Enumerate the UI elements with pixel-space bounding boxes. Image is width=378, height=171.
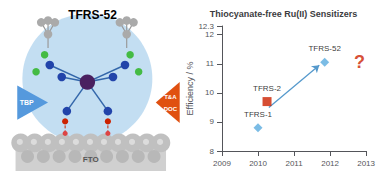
svg-text:TFRS-52: TFRS-52 <box>68 8 117 22</box>
svg-text:Thiocyanate-free Ru(II) Sensit: Thiocyanate-free Ru(II) Sensitizers <box>210 9 358 19</box>
svg-text:12: 12 <box>205 30 214 39</box>
svg-text:10: 10 <box>205 88 214 97</box>
svg-text:9: 9 <box>210 117 215 126</box>
svg-text:2011: 2011 <box>285 159 303 168</box>
svg-text:?: ? <box>354 52 365 72</box>
svg-text:2012: 2012 <box>321 159 339 168</box>
svg-text:DOC: DOC <box>164 106 178 112</box>
svg-text:2009: 2009 <box>213 159 231 168</box>
svg-text:TFRS-52: TFRS-52 <box>308 44 341 53</box>
svg-text:TBP: TBP <box>20 99 34 106</box>
svg-text:T&A: T&A <box>164 94 177 100</box>
svg-text:FTO: FTO <box>83 155 99 164</box>
svg-text:2013: 2013 <box>357 159 375 168</box>
svg-text:TFRS-2: TFRS-2 <box>253 84 282 93</box>
svg-text:Efficiency / %: Efficiency / % <box>185 62 195 116</box>
svg-text:12.3: 12.3 <box>198 22 214 31</box>
svg-text:TFRS-1: TFRS-1 <box>244 110 273 119</box>
svg-text:8: 8 <box>210 147 215 156</box>
svg-text:11: 11 <box>206 59 215 68</box>
svg-text:2010: 2010 <box>249 159 267 168</box>
